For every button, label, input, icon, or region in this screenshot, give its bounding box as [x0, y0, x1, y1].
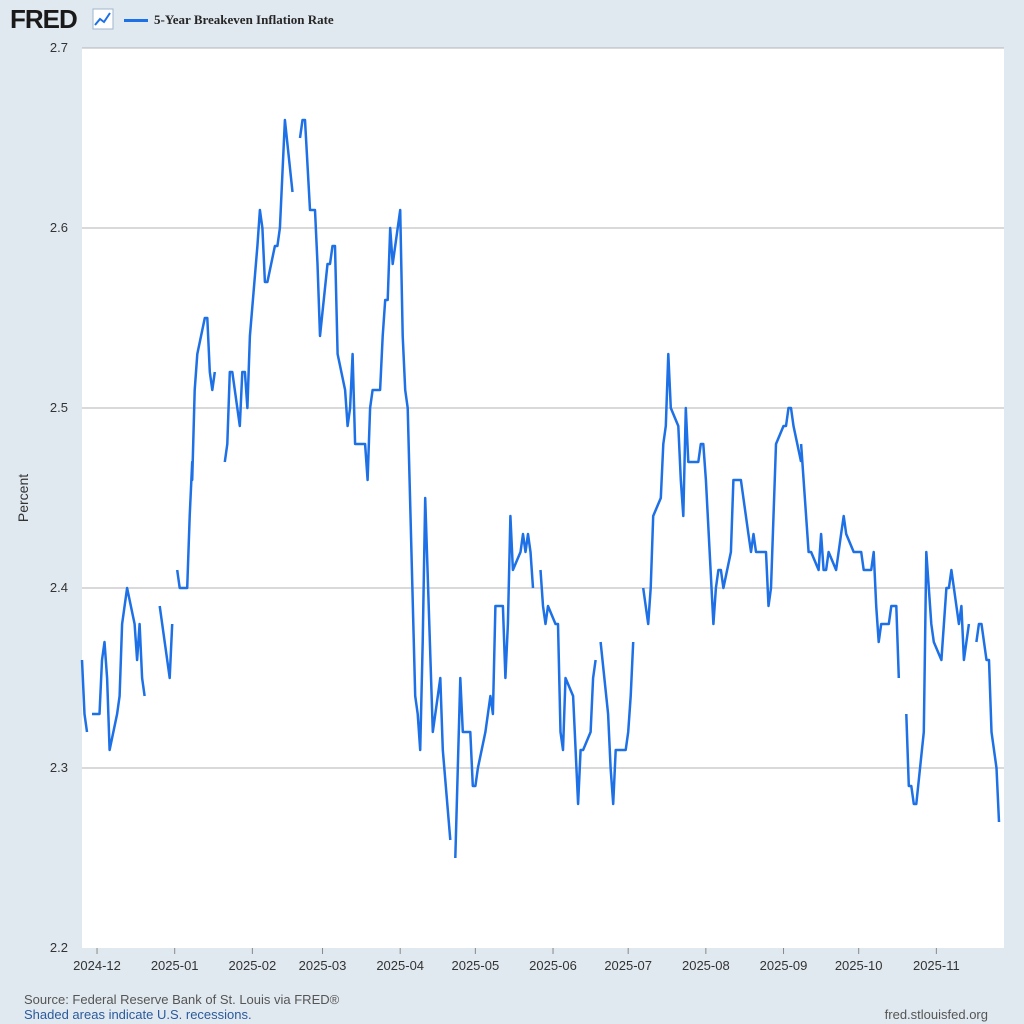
x-tick-label: 2025-01 — [151, 958, 199, 973]
y-tick-label: 2.2 — [50, 940, 68, 955]
plot-area — [82, 48, 1004, 948]
source-text: Source: Federal Reserve Bank of St. Loui… — [24, 992, 340, 1007]
series-line — [80, 659, 89, 733]
y-tick-label: 2.4 — [50, 580, 68, 595]
legend-swatch — [124, 18, 148, 22]
legend-label: 5-Year Breakeven Inflation Rate — [154, 12, 334, 27]
series-line — [905, 550, 971, 806]
chart-header: FRED 5-Year Breakeven Inflation Rate — [0, 0, 1024, 44]
y-tick-label: 2.5 — [50, 400, 68, 415]
recession-note: Shaded areas indicate U.S. recessions. — [24, 1007, 252, 1022]
x-tick-label: 2025-07 — [604, 958, 652, 973]
series-line — [599, 641, 635, 806]
y-axis-label: Percent — [15, 474, 31, 522]
x-tick-label: 2025-08 — [682, 958, 730, 973]
x-tick-label: 2025-04 — [376, 958, 424, 973]
x-tick-label: 2025-09 — [760, 958, 808, 973]
fred-logo[interactable]: FRED — [10, 4, 78, 34]
source-note: Source: Federal Reserve Bank of St. Loui… — [24, 992, 339, 1022]
y-tick-label: 2.6 — [50, 220, 68, 235]
series-line — [975, 622, 1001, 823]
x-tick-label: 2025-06 — [529, 958, 577, 973]
y-tick-label: 2.3 — [50, 760, 68, 775]
y-tick-label: 2.7 — [50, 40, 68, 55]
x-tick-label: 2025-02 — [229, 958, 277, 973]
series-line — [799, 443, 901, 679]
series-line — [539, 569, 597, 806]
series-line — [158, 605, 174, 680]
x-tick-label: 2024-12 — [73, 958, 121, 973]
x-tick-label: 2025-11 — [913, 958, 960, 973]
series-line — [298, 118, 452, 841]
series-line — [223, 118, 294, 463]
site-url[interactable]: fred.stlouisfed.org — [884, 1007, 988, 1022]
x-tick-label: 2025-03 — [299, 958, 347, 973]
series-line — [454, 514, 535, 859]
chart-line-icon — [92, 8, 114, 30]
x-tick-label: 2025-05 — [451, 958, 499, 973]
series-line — [175, 316, 217, 590]
legend: 5-Year Breakeven Inflation Rate — [124, 12, 334, 28]
x-tick-label: 2025-10 — [835, 958, 883, 973]
series-line — [641, 352, 803, 626]
series-line — [92, 586, 146, 752]
